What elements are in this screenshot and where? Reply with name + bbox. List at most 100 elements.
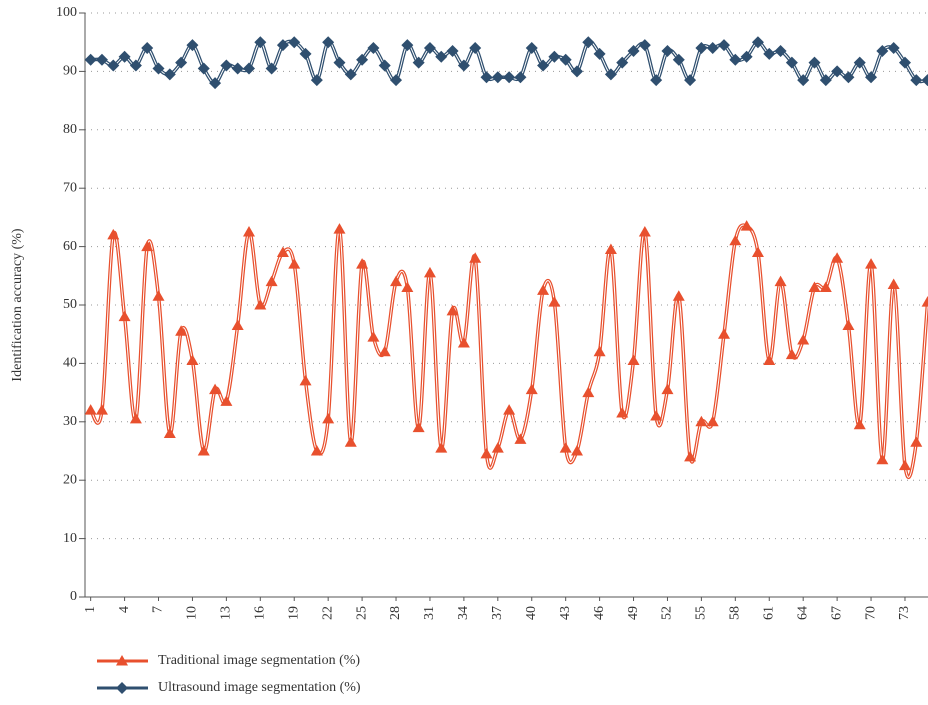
data-point [310, 445, 323, 456]
data-point [175, 56, 188, 69]
data-point [638, 226, 651, 237]
data-point [491, 71, 504, 84]
data-point [197, 62, 210, 75]
data-point [367, 42, 380, 55]
data-point [129, 412, 142, 424]
series-line [88, 223, 928, 480]
x-tick-label: 31 [422, 606, 437, 620]
data-point [220, 59, 233, 72]
data-point [163, 427, 176, 438]
data-point [95, 53, 108, 66]
data-point [209, 383, 222, 395]
data-point [163, 68, 176, 81]
y-tick-label: 30 [63, 414, 77, 429]
data-point [570, 65, 583, 78]
data-point [242, 226, 255, 237]
data-point [378, 59, 391, 72]
data-point [831, 65, 844, 78]
data-point [186, 39, 199, 52]
y-tick-label: 80 [63, 122, 77, 137]
data-point [887, 42, 900, 55]
data-point [661, 44, 674, 57]
data-point [797, 334, 810, 345]
data-point [650, 409, 663, 421]
data-point [299, 47, 312, 60]
data-point [672, 290, 685, 301]
y-tick-label: 20 [63, 472, 77, 487]
data-point [819, 281, 832, 292]
data-point [152, 290, 165, 301]
data-point [774, 275, 787, 287]
data-point [876, 453, 889, 465]
x-tick-label: 25 [354, 606, 369, 620]
data-point [310, 74, 323, 87]
y-tick-label: 60 [63, 239, 77, 254]
x-tick-label: 46 [592, 606, 607, 620]
data-point [910, 436, 923, 447]
data-point [480, 447, 493, 459]
x-tick-label: 49 [626, 606, 641, 620]
data-point [593, 345, 606, 357]
data-point [842, 319, 855, 330]
data-point [423, 266, 436, 278]
data-point [503, 71, 516, 84]
data-point [876, 44, 889, 57]
data-point [118, 310, 131, 322]
data-point [333, 56, 346, 69]
x-tick-label: 1 [83, 606, 98, 613]
data-point [695, 42, 708, 55]
data-point [288, 258, 301, 269]
x-tick-label: 70 [863, 606, 878, 620]
data-point [797, 74, 810, 87]
data-point [209, 77, 222, 90]
data-point [276, 246, 289, 257]
data-point [322, 36, 335, 49]
data-point [627, 354, 640, 365]
data-point [740, 50, 753, 63]
data-point [537, 284, 550, 295]
data-point [129, 59, 142, 72]
data-point [831, 252, 844, 263]
data-point [751, 36, 764, 49]
data-point [265, 62, 278, 75]
data-point [265, 275, 278, 287]
data-point [853, 418, 866, 430]
data-point [175, 325, 188, 336]
data-point [763, 47, 776, 60]
x-tick-label: 37 [490, 606, 505, 620]
legend-label: Traditional image segmentation (%) [158, 653, 360, 668]
data-point [921, 74, 928, 87]
legend-label: Ultrasound image segmentation (%) [158, 680, 361, 695]
legend-marker [116, 655, 128, 666]
data-point [356, 53, 369, 66]
data-point [559, 442, 572, 453]
data-point [480, 71, 493, 84]
data-point [774, 44, 787, 57]
y-tick-label: 70 [63, 180, 77, 195]
x-tick-label: 19 [286, 606, 301, 620]
data-point [231, 62, 244, 75]
data-point [288, 36, 301, 49]
y-tick-label: 40 [63, 356, 77, 371]
data-point [299, 374, 312, 386]
data-point [423, 42, 436, 55]
data-point [390, 74, 403, 87]
data-point [559, 53, 572, 66]
data-point [84, 404, 97, 415]
data-point [446, 44, 459, 57]
data-point [356, 258, 369, 269]
y-tick-label: 90 [63, 64, 77, 79]
data-point [706, 415, 719, 427]
x-tick-label: 52 [660, 606, 675, 620]
y-tick-label: 10 [63, 531, 77, 546]
data-point [570, 445, 583, 456]
data-point [378, 345, 391, 357]
x-tick-label: 73 [897, 606, 912, 620]
data-point [412, 421, 425, 433]
x-tick-label: 40 [524, 606, 539, 620]
data-point [729, 234, 742, 246]
data-point [627, 44, 640, 57]
data-point [684, 450, 697, 462]
x-tick-label: 61 [761, 606, 776, 620]
x-tick-label: 58 [728, 606, 743, 620]
